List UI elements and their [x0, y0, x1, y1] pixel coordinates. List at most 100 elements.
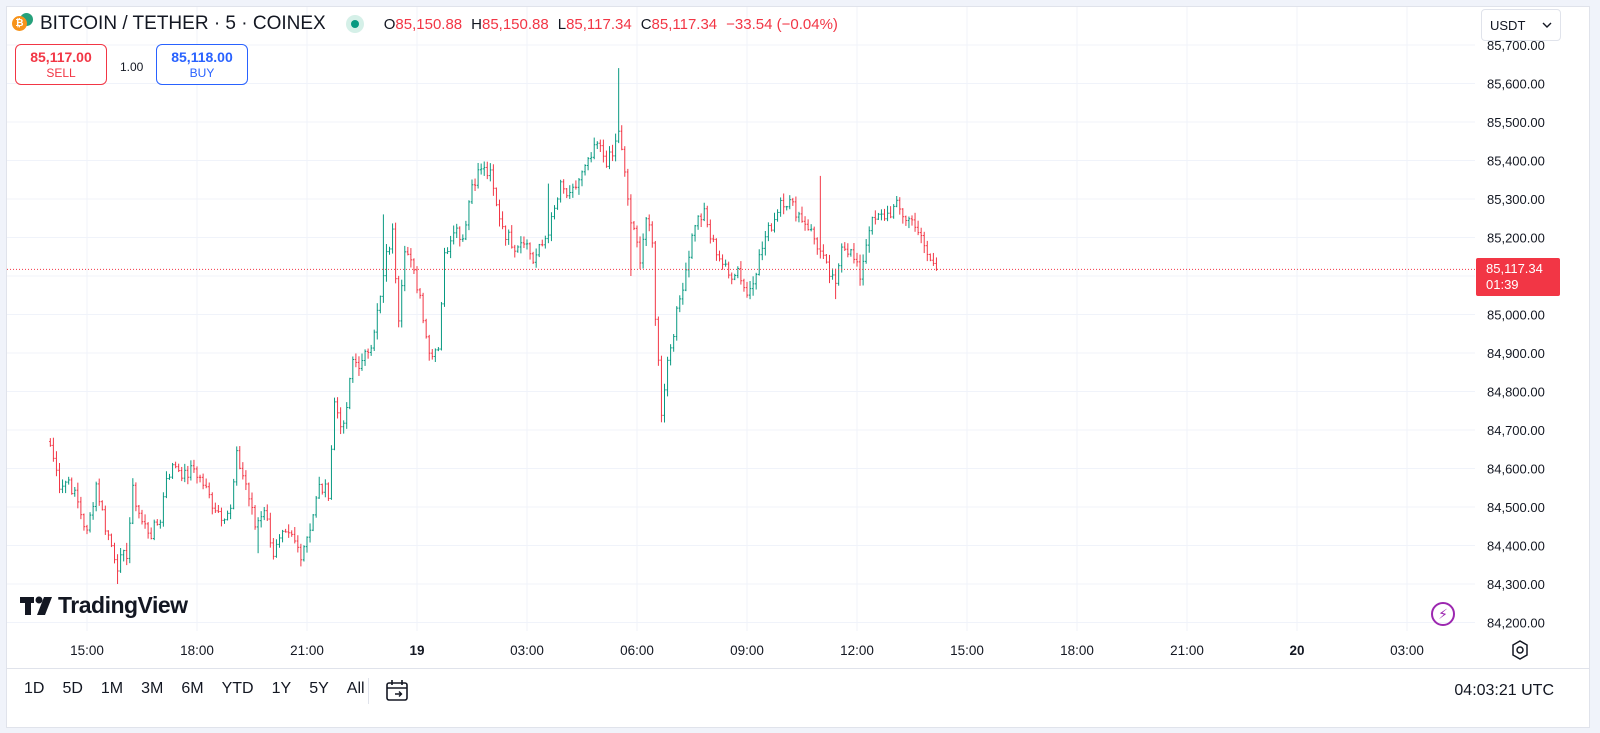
candle	[366, 348, 370, 359]
candle	[651, 221, 654, 248]
currency-select[interactable]: USDT	[1481, 9, 1561, 41]
candle	[153, 519, 156, 541]
candle	[55, 451, 58, 477]
change-value: −33.54 (−0.04%)	[726, 15, 838, 33]
close-value: 85,117.34	[651, 15, 718, 33]
candle	[794, 196, 798, 222]
symbol-title[interactable]: BITCOIN / TETHER · 5 · COINEX	[40, 13, 326, 34]
last-price-value: 85,117.34	[1486, 261, 1543, 276]
range-1y[interactable]: 1Y	[271, 680, 292, 697]
candle	[94, 481, 98, 512]
candle	[553, 205, 556, 220]
price-axis[interactable]: 84,200.00 84,300.00 84,400.00 84,500.00 84,6…	[1487, 38, 1545, 631]
range-all[interactable]: All	[346, 680, 365, 697]
candle	[660, 355, 663, 423]
candle	[403, 245, 406, 292]
candle	[324, 479, 327, 498]
candle	[519, 236, 523, 254]
candle	[351, 356, 355, 383]
time-tick-label: 18:00	[180, 643, 214, 658]
candle	[602, 139, 605, 163]
candle	[877, 212, 880, 220]
candle	[721, 254, 724, 270]
price-tick-label: 84,800.00	[1487, 385, 1545, 400]
calendar-goto-icon[interactable]	[384, 678, 410, 704]
bottom-toolbar-divider	[6, 668, 1590, 669]
candle	[657, 316, 660, 366]
range-5d[interactable]: 5D	[62, 680, 83, 697]
buy-button[interactable]: 85,118.00 BUY	[156, 44, 248, 85]
candle	[868, 226, 871, 253]
utc-clock[interactable]: 04:03:21 UTC	[1454, 682, 1554, 699]
candle	[550, 212, 553, 242]
range-1d[interactable]: 1D	[24, 680, 45, 697]
candle	[73, 486, 76, 497]
candle	[758, 249, 761, 276]
range-3m[interactable]: 3M	[141, 680, 164, 697]
candle	[644, 217, 648, 247]
candle	[699, 213, 703, 228]
candle	[180, 466, 183, 482]
candle	[617, 68, 620, 144]
candle	[134, 482, 138, 512]
low-label: L	[557, 15, 567, 33]
candle	[687, 250, 691, 278]
order-quantity[interactable]: 1.00	[120, 60, 144, 74]
buy-label: BUY	[189, 66, 215, 80]
candle	[739, 261, 743, 285]
candle	[104, 505, 107, 535]
candle	[162, 492, 165, 527]
candle	[204, 478, 208, 489]
candle	[562, 179, 565, 194]
candle	[385, 244, 388, 282]
candle	[678, 295, 681, 313]
candle	[935, 257, 938, 271]
candle	[156, 519, 159, 526]
candle	[327, 482, 330, 501]
range-ytd[interactable]: YTD	[221, 680, 254, 697]
candle	[770, 223, 773, 232]
candle	[538, 243, 541, 258]
time-axis[interactable]: 15:00 18:00 21:00 19 03:00 06:00 09:00 12:00 15:…	[70, 643, 1424, 658]
candle	[819, 175, 822, 259]
candle	[663, 383, 666, 423]
candle	[284, 528, 287, 533]
candle	[195, 466, 199, 484]
candle	[809, 224, 813, 232]
candle	[296, 535, 300, 553]
time-tick-label: 03:00	[1390, 643, 1424, 658]
settings-gear-icon[interactable]	[1510, 640, 1530, 660]
sell-button[interactable]: 85,117.00 SELL	[15, 44, 107, 85]
high-label: H	[471, 15, 482, 33]
bar-countdown: 01:39	[1486, 277, 1519, 292]
candle	[528, 242, 532, 260]
range-6m[interactable]: 6M	[181, 680, 204, 697]
candle	[608, 146, 611, 170]
candle	[278, 534, 281, 548]
candle	[568, 185, 571, 199]
lightning-icon[interactable]: ⚡	[1431, 602, 1455, 626]
candle	[211, 492, 214, 515]
candle	[125, 542, 128, 566]
toolbar-separator	[368, 678, 369, 704]
candle	[816, 237, 819, 255]
candle	[174, 461, 177, 469]
candle	[586, 157, 590, 171]
candle	[382, 214, 385, 303]
candle	[226, 510, 229, 521]
candle	[620, 125, 623, 151]
candle	[391, 223, 394, 254]
range-1m[interactable]: 1M	[100, 680, 124, 697]
candle	[589, 152, 593, 163]
price-tick-label: 84,400.00	[1487, 539, 1545, 554]
range-5y[interactable]: 5Y	[309, 680, 329, 697]
open-label: O	[383, 15, 396, 33]
candle	[916, 220, 920, 236]
candle	[785, 205, 788, 211]
tradingview-logo[interactable]: TradingView	[20, 592, 188, 619]
candle	[806, 219, 810, 231]
candle	[330, 445, 333, 500]
candle	[919, 227, 923, 244]
candle	[394, 222, 397, 284]
